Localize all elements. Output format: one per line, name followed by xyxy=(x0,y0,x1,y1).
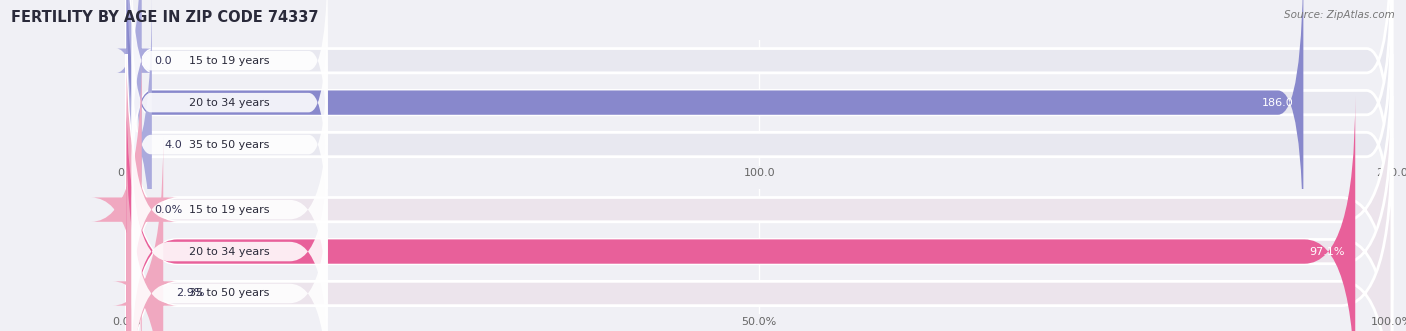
FancyBboxPatch shape xyxy=(132,0,328,219)
FancyBboxPatch shape xyxy=(132,28,328,260)
Text: 0.0: 0.0 xyxy=(155,56,172,66)
Text: 186.0: 186.0 xyxy=(1261,98,1294,108)
Text: FERTILITY BY AGE IN ZIP CODE 74337: FERTILITY BY AGE IN ZIP CODE 74337 xyxy=(11,10,319,25)
Text: 97.1%: 97.1% xyxy=(1309,247,1346,257)
FancyBboxPatch shape xyxy=(91,54,177,331)
FancyBboxPatch shape xyxy=(132,135,328,331)
FancyBboxPatch shape xyxy=(127,0,1303,258)
FancyBboxPatch shape xyxy=(132,94,328,326)
FancyBboxPatch shape xyxy=(127,0,152,300)
Text: 20 to 34 years: 20 to 34 years xyxy=(190,247,270,257)
FancyBboxPatch shape xyxy=(117,0,152,216)
Text: 4.0: 4.0 xyxy=(165,140,183,150)
FancyBboxPatch shape xyxy=(112,138,177,331)
FancyBboxPatch shape xyxy=(127,138,1392,331)
FancyBboxPatch shape xyxy=(127,54,1392,331)
Text: 35 to 50 years: 35 to 50 years xyxy=(190,289,270,299)
FancyBboxPatch shape xyxy=(127,0,1392,300)
FancyBboxPatch shape xyxy=(132,177,328,331)
Text: 0.0%: 0.0% xyxy=(155,205,183,214)
FancyBboxPatch shape xyxy=(132,0,328,177)
FancyBboxPatch shape xyxy=(127,96,1392,331)
Text: 15 to 19 years: 15 to 19 years xyxy=(190,205,270,214)
Text: 20 to 34 years: 20 to 34 years xyxy=(190,98,270,108)
Text: Source: ZipAtlas.com: Source: ZipAtlas.com xyxy=(1284,10,1395,20)
FancyBboxPatch shape xyxy=(127,0,1392,258)
FancyBboxPatch shape xyxy=(127,0,1392,216)
Text: 35 to 50 years: 35 to 50 years xyxy=(190,140,270,150)
Text: 15 to 19 years: 15 to 19 years xyxy=(190,56,270,66)
FancyBboxPatch shape xyxy=(127,96,1355,331)
Text: 2.9%: 2.9% xyxy=(176,289,204,299)
